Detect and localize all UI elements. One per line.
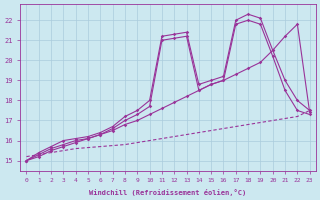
X-axis label: Windchill (Refroidissement éolien,°C): Windchill (Refroidissement éolien,°C) xyxy=(90,189,247,196)
